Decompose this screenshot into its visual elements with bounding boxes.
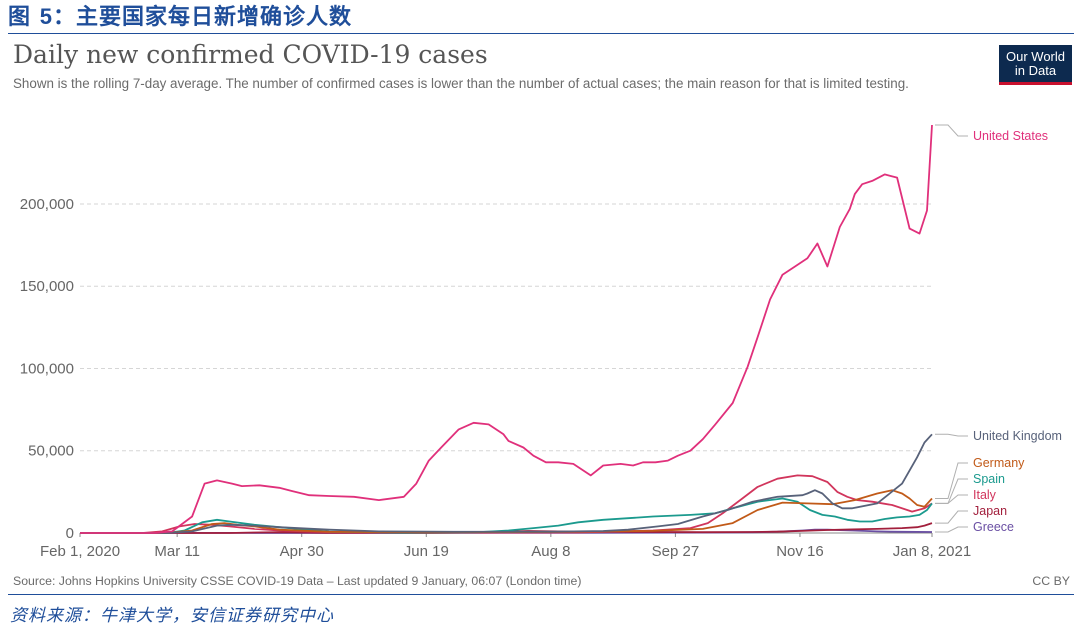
y-tick-label: 0 xyxy=(66,525,74,542)
x-tick-label: Nov 16 xyxy=(776,543,824,560)
series-line-japan xyxy=(80,522,933,534)
leader-line-greece xyxy=(935,526,968,533)
x-tick-label: Jan 8, 2021 xyxy=(893,543,971,560)
x-tick-label: Aug 8 xyxy=(531,543,570,560)
y-tick-label: 150,000 xyxy=(20,278,74,295)
caption-divider xyxy=(8,33,1074,34)
leader-line-united-kingdom xyxy=(935,433,968,437)
series-label-germany: Germany xyxy=(973,456,1025,470)
leader-line-japan xyxy=(935,510,968,524)
leader-line-united-states xyxy=(935,124,968,137)
leader-line-germany xyxy=(935,462,968,499)
our-world-in-data-logo[interactable]: Our World in Data xyxy=(999,45,1072,85)
footer-divider xyxy=(8,594,1074,595)
series-label-united-kingdom: United Kingdom xyxy=(973,429,1062,443)
chart-subtitle: Shown is the rolling 7-day average. The … xyxy=(13,76,909,91)
series-line-spain xyxy=(80,497,933,534)
leader-line-spain xyxy=(935,478,968,504)
x-tick-label: Sep 27 xyxy=(652,543,700,560)
leader-line-italy xyxy=(935,494,968,504)
series-line-united-states xyxy=(80,124,933,534)
x-tick-label: Feb 1, 2020 xyxy=(40,543,120,560)
y-tick-label: 100,000 xyxy=(20,360,74,377)
series-label-spain: Spain xyxy=(973,472,1005,486)
y-tick-label: 50,000 xyxy=(28,443,74,460)
logo-line-1: Our World xyxy=(1006,49,1065,64)
series-label-greece: Greece xyxy=(973,520,1014,534)
series-label-japan: Japan xyxy=(973,504,1007,518)
series-label-italy: Italy xyxy=(973,488,997,502)
figure-label-prefix: 图 xyxy=(8,4,32,30)
series-line-united-kingdom xyxy=(80,433,933,534)
y-tick-label: 200,000 xyxy=(20,196,74,213)
figure-label-number: 5 xyxy=(39,4,53,29)
series-line-italy xyxy=(80,474,933,534)
figure-label-title: ：主要国家每日新增确诊人数 xyxy=(52,4,352,30)
logo-line-2: in Data xyxy=(1014,63,1057,78)
line-chart: 0 50,000 100,000 150,000 200,000 Feb 1, 2020 M… xyxy=(20,124,1062,560)
series-line-germany xyxy=(80,489,933,534)
figure-caption: 图 5：主要国家每日新增确诊人数 xyxy=(8,2,352,32)
chart-title: Daily new confirmed COVID-19 cases xyxy=(13,40,488,69)
x-tick-label: Jun 19 xyxy=(404,543,449,560)
license-label[interactable]: CC BY xyxy=(1032,574,1070,588)
x-tick-label: Apr 30 xyxy=(280,543,324,560)
x-tick-label: Mar 11 xyxy=(154,543,200,560)
data-source-footnote: 资料来源：牛津大学，安信证券研究中心 xyxy=(10,606,334,626)
series-label-united-states: United States xyxy=(973,129,1048,143)
source-note: Source: Johns Hopkins University CSSE CO… xyxy=(13,574,582,588)
